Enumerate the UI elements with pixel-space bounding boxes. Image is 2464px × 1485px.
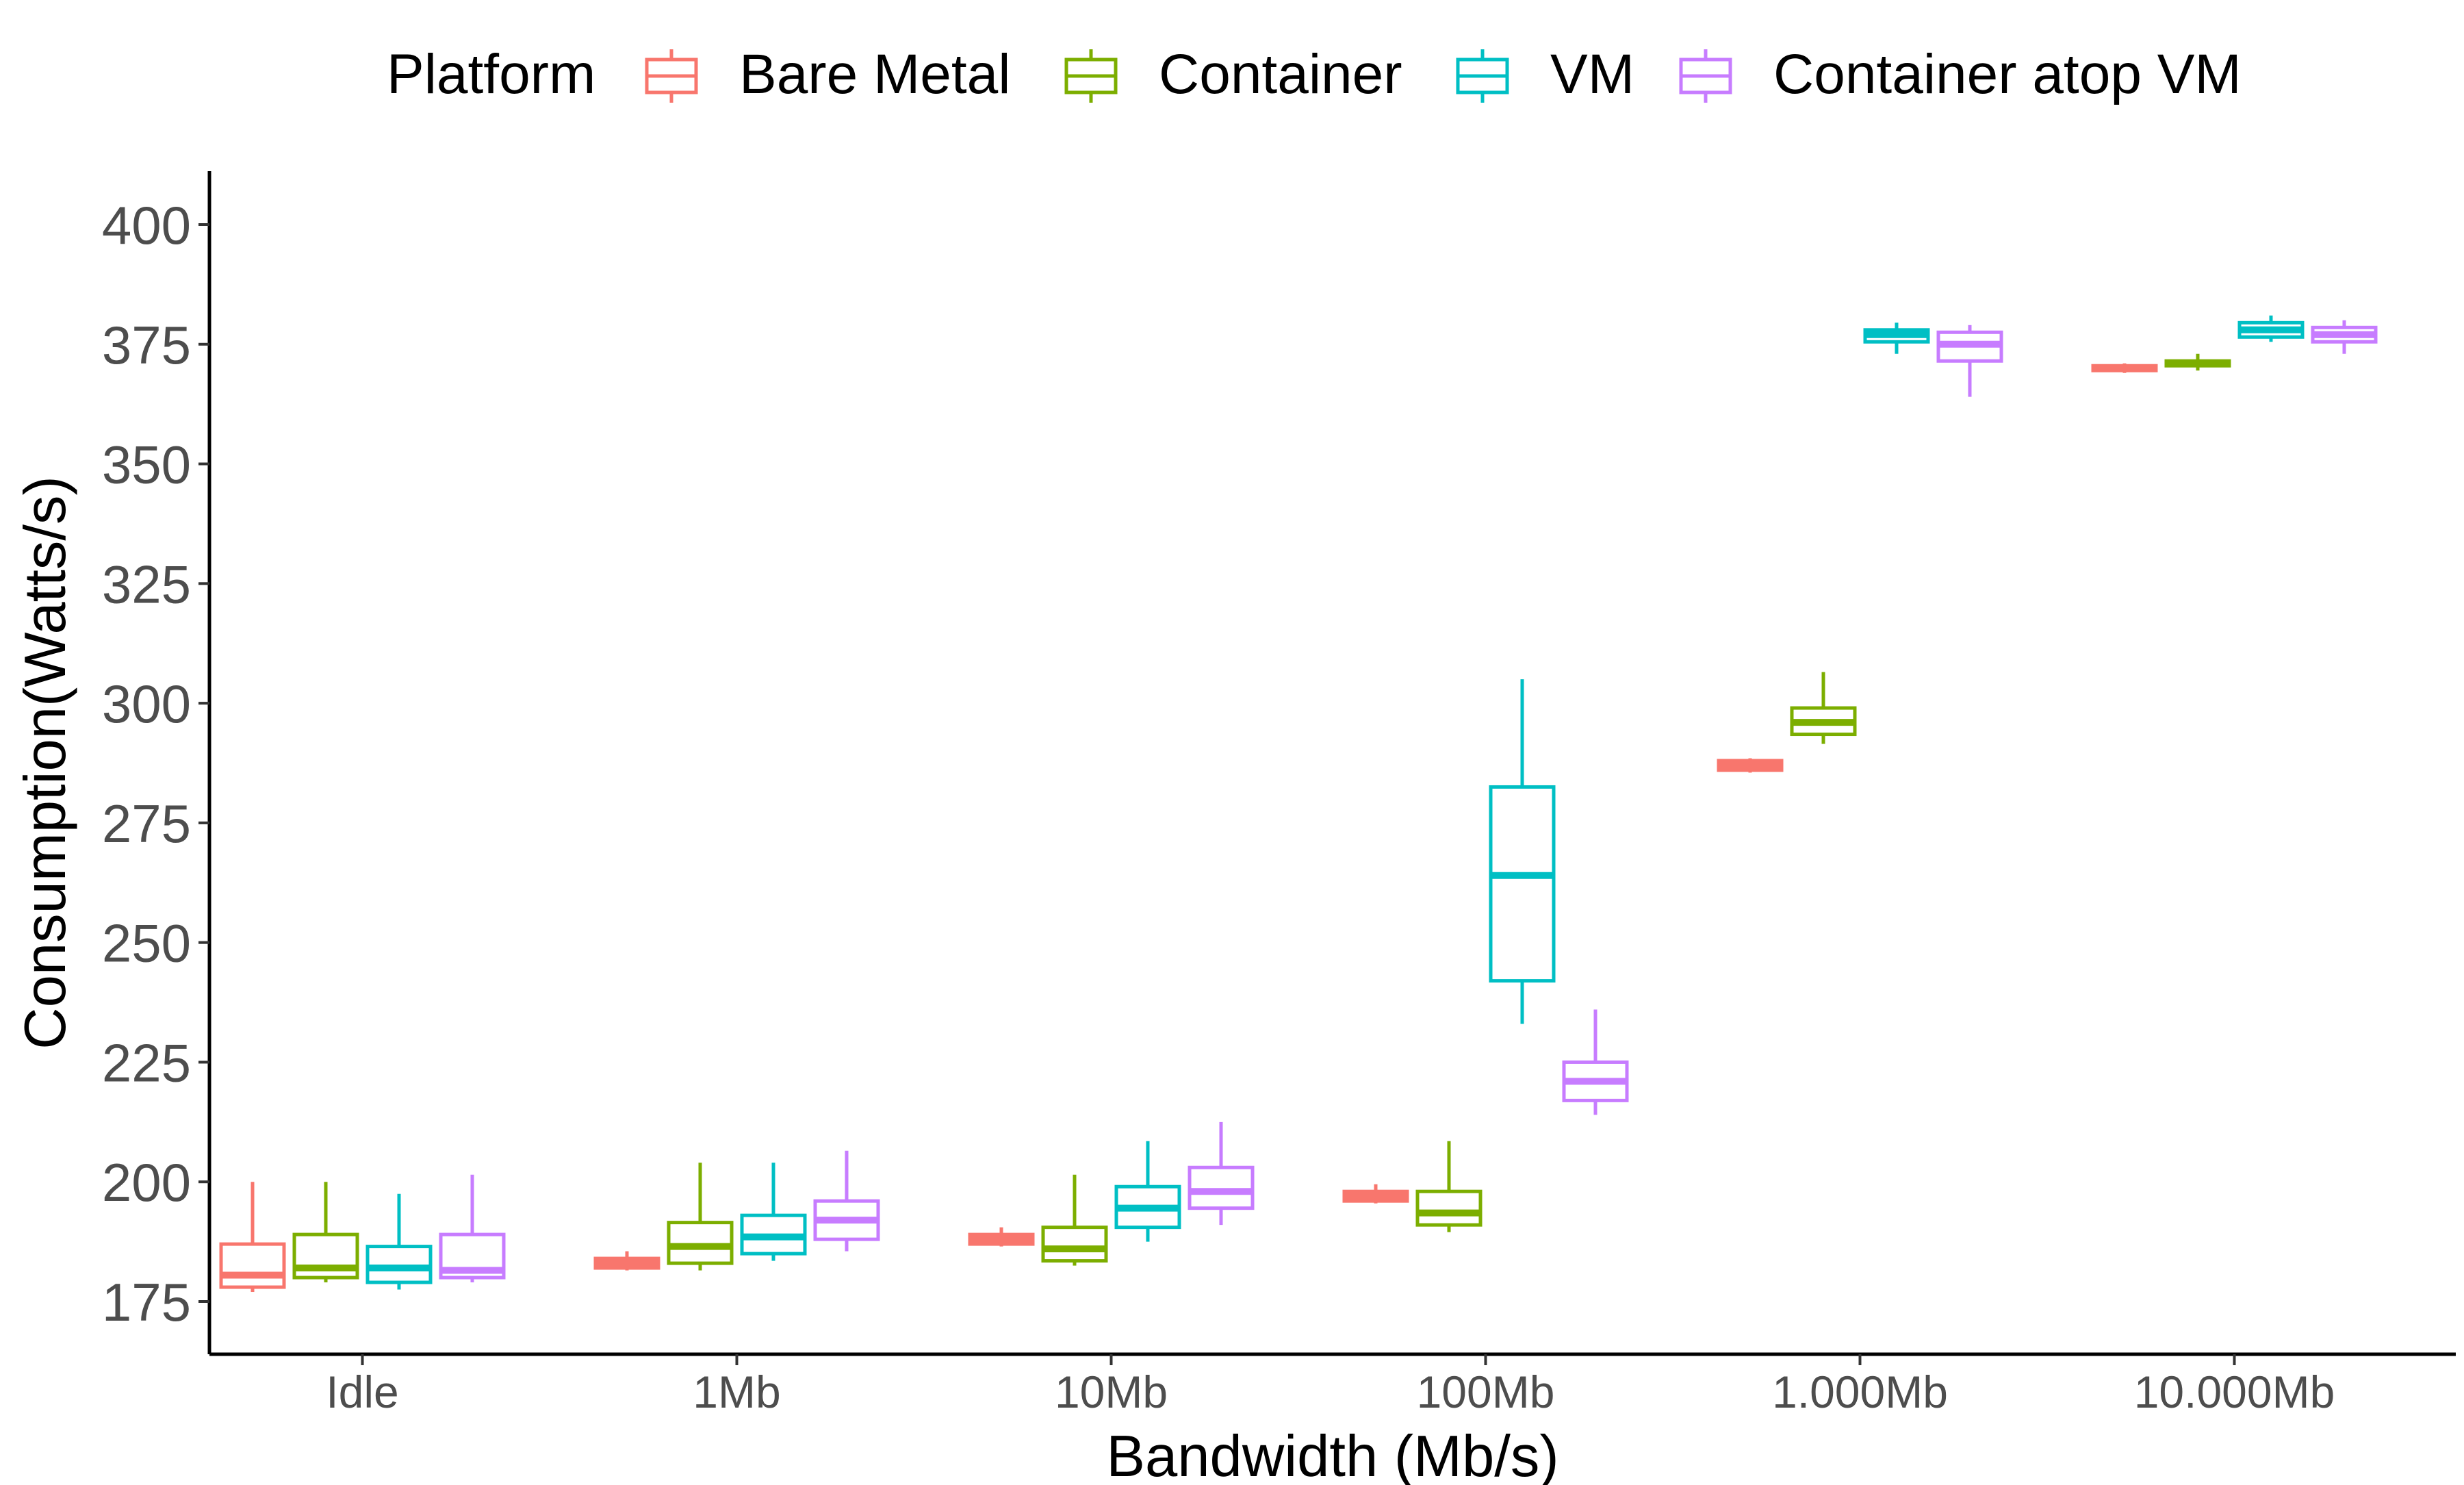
y-tick-label: 350 <box>102 435 191 495</box>
legend-key <box>645 49 698 103</box>
box-vm <box>2237 315 2305 342</box>
box-body <box>1415 1189 1483 1227</box>
legend-item-vm: VM <box>1456 43 1634 105</box>
box-body <box>1489 785 1556 983</box>
box-container <box>1041 1174 1108 1266</box>
legend-key <box>1679 49 1732 103</box>
y-tick-label: 325 <box>102 554 191 614</box>
box-body <box>1188 1165 1255 1210</box>
legend-item-container: Container <box>1064 43 1402 105</box>
box-bare-metal <box>1717 758 1784 773</box>
legend: Platform Bare Metal Container VM Container … <box>387 43 2242 105</box>
box-body <box>1041 1226 1108 1263</box>
y-axis-title: Consumption(Watts/s) <box>13 476 78 1050</box>
plot-area: 175 200 225 250 275 300 325 350 375 400 Idle 1Mb 10… <box>102 171 2456 1417</box>
box-container <box>292 1182 359 1283</box>
box-container-atop-vm <box>439 1174 506 1283</box>
legend-title: Platform <box>387 43 595 105</box>
box-container-atop-vm <box>1188 1121 1255 1226</box>
box-vm <box>740 1163 807 1261</box>
legend-label: VM <box>1550 43 1634 105</box>
box-body <box>365 1245 433 1284</box>
box-vm <box>365 1193 433 1290</box>
box-container <box>667 1163 734 1271</box>
box-container <box>2164 353 2231 371</box>
x-tick-label: 1Mb <box>693 1367 780 1417</box>
legend-item-bare-metal: Bare Metal <box>645 43 1011 105</box>
x-tick-label: Idle <box>326 1367 398 1417</box>
box-bare-metal <box>593 1251 660 1271</box>
x-tick-label: 10Mb <box>1055 1367 1168 1417</box>
y-axis-ticks: 175 200 225 250 275 300 325 350 375 400 <box>102 195 209 1332</box>
y-tick-label: 400 <box>102 195 191 255</box>
x-tick-label: 1.000Mb <box>1772 1367 1948 1417</box>
legend-key <box>1064 49 1118 103</box>
box-bare-metal <box>1342 1184 1409 1204</box>
box-bare-metal <box>219 1182 286 1293</box>
box-container <box>1790 672 1857 744</box>
box-bare-metal <box>968 1227 1035 1247</box>
box-container <box>1415 1141 1483 1232</box>
y-tick-label: 200 <box>102 1152 191 1213</box>
legend-label: Container <box>1159 43 1402 105</box>
box-container-atop-vm <box>813 1150 880 1252</box>
box-container-atop-vm <box>1562 1009 1629 1115</box>
box-bare-metal <box>2091 363 2158 373</box>
y-tick-label: 300 <box>102 674 191 734</box>
boxes-layer <box>219 315 2378 1293</box>
y-tick-label: 175 <box>102 1272 191 1332</box>
box-container-atop-vm <box>2311 320 2378 354</box>
x-axis-ticks: Idle 1Mb 10Mb 100Mb 1.000Mb 10.000Mb <box>326 1354 2335 1417</box>
y-tick-label: 375 <box>102 315 191 375</box>
legend-label: Container atop VM <box>1773 43 2242 105</box>
y-tick-label: 225 <box>102 1032 191 1093</box>
box-body <box>219 1242 286 1289</box>
box-vm <box>1489 679 1556 1024</box>
x-axis-title: Bandwidth (Mb/s) <box>1106 1424 1558 1485</box>
box-vm <box>1114 1141 1181 1242</box>
x-tick-label: 100Mb <box>1417 1367 1555 1417</box>
x-tick-label: 10.000Mb <box>2134 1367 2335 1417</box>
legend-item-container-atop-vm: Container atop VM <box>1679 43 2242 105</box>
box-container-atop-vm <box>1936 325 2003 397</box>
legend-key <box>1456 49 1509 103</box>
box-body <box>667 1221 734 1265</box>
box-vm <box>1863 322 1930 354</box>
legend-label: Bare Metal <box>739 43 1011 105</box>
y-tick-label: 275 <box>102 794 191 854</box>
y-tick-label: 250 <box>102 913 191 974</box>
